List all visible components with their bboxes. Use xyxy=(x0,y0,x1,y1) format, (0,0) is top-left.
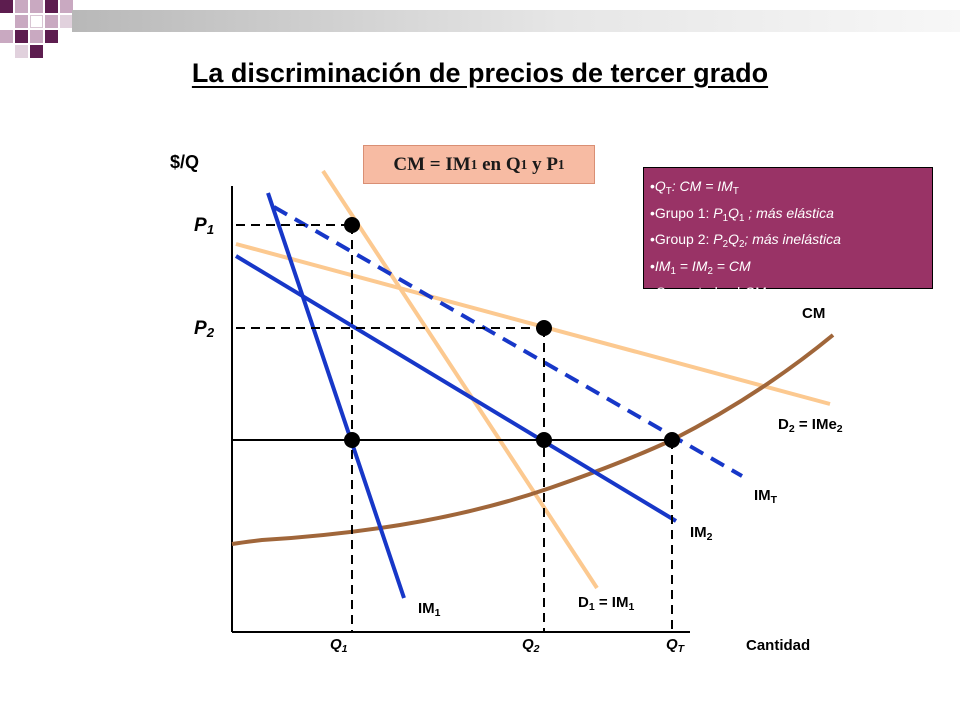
info-line-equality: •IM1 = IM2 = CM xyxy=(650,257,751,277)
curve-label-d1: D1 = IM1 xyxy=(578,594,635,613)
price-label-p1: P1 xyxy=(194,215,215,237)
marginal-revenue-curve-im1 xyxy=(266,192,406,599)
info-line-group1: •Grupo 1: P1Q1 ; más elástica xyxy=(650,204,834,224)
marginal-revenue-curve-im2 xyxy=(234,254,678,523)
quantity-label-q2: Q2 xyxy=(522,636,540,655)
quantity-label-q1: Q1 xyxy=(330,636,348,655)
curve-label-im1: IM1 xyxy=(418,600,441,619)
point-p1-q1 xyxy=(344,217,360,233)
curve-label-im2: IM2 xyxy=(690,524,713,543)
info-line-qt-rule: •QT: CM = IMT xyxy=(650,178,739,197)
point-cm-q1 xyxy=(344,432,360,448)
marginal-revenue-curve-imt xyxy=(273,205,743,478)
info-line-control: •QT controla el CM xyxy=(650,284,766,303)
curve-label-cm: CM xyxy=(802,305,826,322)
curve-label-imt: IMT xyxy=(754,487,778,506)
point-p2-q2 xyxy=(536,320,552,336)
point-cm-q2 xyxy=(536,432,552,448)
info-line-group2: •Group 2: P2Q2; más inelástica xyxy=(650,231,841,250)
y-axis-label: $/Q xyxy=(170,152,200,172)
quantity-label-qt: QT xyxy=(666,636,685,655)
x-axis-label: Cantidad xyxy=(746,637,811,654)
header-bar xyxy=(72,10,960,32)
marginal-cost-curve xyxy=(231,333,835,546)
curve-label-d2: D2 = IMe2 xyxy=(778,416,843,435)
info-box: •QT: CM = IMT •Grupo 1: P1Q1 ; más elást… xyxy=(643,167,933,303)
demand-curve-d2 xyxy=(235,242,831,406)
price-label-p2: P2 xyxy=(194,318,215,340)
demand-curve-d1 xyxy=(321,169,599,590)
corner-decoration xyxy=(0,0,80,80)
point-cm-qt xyxy=(664,432,680,448)
slide-title: La discriminación de precios de tercer g… xyxy=(191,58,769,88)
